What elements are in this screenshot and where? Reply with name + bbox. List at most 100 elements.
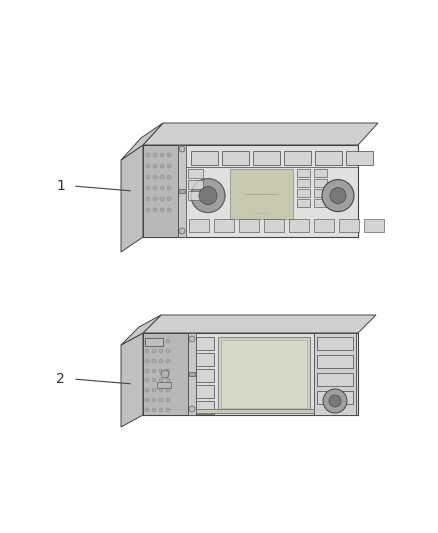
Circle shape	[167, 164, 171, 168]
Circle shape	[153, 208, 157, 212]
Circle shape	[153, 175, 157, 179]
Bar	[188, 333, 196, 415]
Polygon shape	[143, 315, 376, 333]
Circle shape	[152, 388, 156, 392]
Circle shape	[160, 164, 164, 168]
Polygon shape	[121, 315, 161, 345]
Bar	[196, 401, 214, 414]
Circle shape	[166, 398, 170, 402]
Circle shape	[322, 180, 354, 212]
Bar	[253, 151, 280, 165]
Bar	[188, 191, 203, 200]
Text: ───────: ───────	[254, 212, 268, 216]
Text: 2: 2	[56, 372, 65, 386]
Bar	[196, 353, 214, 366]
Bar	[191, 151, 218, 165]
Circle shape	[146, 164, 150, 168]
Circle shape	[330, 188, 346, 204]
Circle shape	[145, 369, 149, 373]
Circle shape	[166, 339, 170, 343]
Circle shape	[153, 164, 157, 168]
Bar	[315, 151, 342, 165]
Bar	[143, 145, 178, 237]
Circle shape	[166, 359, 170, 363]
Bar	[297, 189, 310, 197]
Bar	[221, 340, 307, 408]
Bar	[218, 337, 310, 411]
Circle shape	[166, 378, 170, 382]
Bar	[196, 385, 214, 398]
Bar	[346, 151, 373, 165]
Circle shape	[159, 388, 163, 392]
Circle shape	[189, 336, 195, 342]
Bar	[196, 409, 314, 413]
Bar	[297, 169, 310, 177]
Circle shape	[167, 208, 171, 212]
Circle shape	[145, 378, 149, 382]
Circle shape	[159, 408, 163, 412]
Circle shape	[160, 208, 164, 212]
Bar	[314, 189, 327, 197]
Bar	[189, 219, 209, 232]
Circle shape	[145, 359, 149, 363]
Circle shape	[166, 349, 170, 353]
Bar	[230, 169, 293, 219]
Circle shape	[152, 349, 156, 353]
Circle shape	[160, 186, 164, 190]
Polygon shape	[121, 123, 163, 160]
Bar	[196, 337, 214, 350]
Circle shape	[159, 369, 163, 373]
Bar	[189, 372, 195, 376]
Circle shape	[146, 175, 150, 179]
Circle shape	[167, 197, 171, 201]
Circle shape	[189, 406, 195, 412]
Circle shape	[153, 153, 157, 157]
Circle shape	[159, 349, 163, 353]
Text: ────────────: ────────────	[244, 191, 278, 197]
Bar	[314, 199, 327, 207]
Circle shape	[146, 208, 150, 212]
Circle shape	[159, 359, 163, 363]
Bar	[179, 189, 185, 193]
Bar	[264, 219, 284, 232]
Circle shape	[159, 398, 163, 402]
Circle shape	[166, 408, 170, 412]
Circle shape	[145, 388, 149, 392]
Bar	[214, 219, 234, 232]
Circle shape	[152, 369, 156, 373]
Bar	[314, 169, 327, 177]
Bar	[143, 333, 188, 415]
Polygon shape	[121, 145, 143, 252]
Circle shape	[153, 186, 157, 190]
Circle shape	[167, 153, 171, 157]
Circle shape	[145, 408, 149, 412]
Circle shape	[167, 186, 171, 190]
Circle shape	[160, 175, 164, 179]
Bar	[284, 151, 311, 165]
Bar	[143, 333, 358, 415]
Circle shape	[167, 175, 171, 179]
Bar	[317, 373, 353, 386]
Circle shape	[179, 146, 185, 152]
Circle shape	[152, 408, 156, 412]
Bar	[196, 369, 214, 382]
Circle shape	[160, 197, 164, 201]
Bar	[145, 338, 163, 346]
Circle shape	[152, 359, 156, 363]
Circle shape	[199, 187, 217, 205]
Bar	[317, 355, 353, 368]
Circle shape	[145, 349, 149, 353]
Circle shape	[159, 339, 163, 343]
Circle shape	[145, 398, 149, 402]
Polygon shape	[121, 333, 143, 427]
Polygon shape	[143, 123, 378, 145]
Bar	[339, 219, 359, 232]
Bar	[297, 199, 310, 207]
Circle shape	[153, 197, 157, 201]
Text: 1: 1	[56, 179, 65, 193]
Bar	[188, 180, 203, 189]
Bar	[314, 333, 356, 415]
Circle shape	[146, 197, 150, 201]
Circle shape	[329, 395, 341, 407]
Bar	[314, 179, 327, 187]
